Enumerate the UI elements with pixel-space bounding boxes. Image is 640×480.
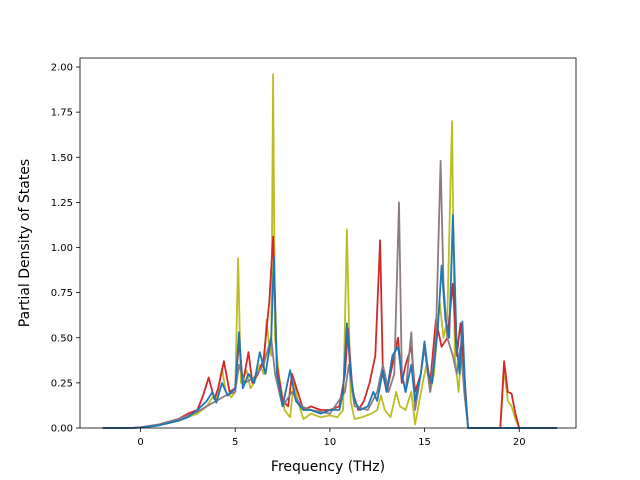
y-tick-label: 1.50 — [51, 153, 73, 164]
x-tick-label: 20 — [513, 437, 526, 448]
y-tick-label: 0.00 — [51, 424, 73, 435]
x-axis-label: Frequency (THz) — [271, 459, 385, 475]
series-layer — [102, 73, 558, 429]
y-tick-label: 0.75 — [51, 288, 73, 299]
plot-frame — [79, 57, 577, 429]
y-tick-label: 0.50 — [51, 333, 73, 344]
plot-area-background — [80, 58, 576, 428]
y-axis-label: Partial Density of States — [17, 159, 33, 327]
series-line-4 — [102, 214, 558, 429]
series-line-3 — [102, 160, 558, 429]
y-tick-label: 0.25 — [51, 378, 73, 389]
series-line-1 — [102, 73, 558, 429]
series-line-2 — [102, 235, 558, 429]
y-tick-label: 1.75 — [51, 108, 73, 119]
x-tick-label: 15 — [418, 437, 431, 448]
x-tick-label: 10 — [324, 437, 337, 448]
y-tick-label: 2.00 — [51, 63, 73, 74]
y-tick-label: 1.25 — [51, 198, 73, 209]
y-tick-label: 1.00 — [51, 243, 73, 254]
x-tick-label: 0 — [137, 437, 143, 448]
tick-layer: 0 5 10 15 20 0.00 0.25 0.50 0.75 1.00 1.25 1.50 1.75… — [51, 63, 526, 448]
x-tick-label: 5 — [232, 437, 238, 448]
